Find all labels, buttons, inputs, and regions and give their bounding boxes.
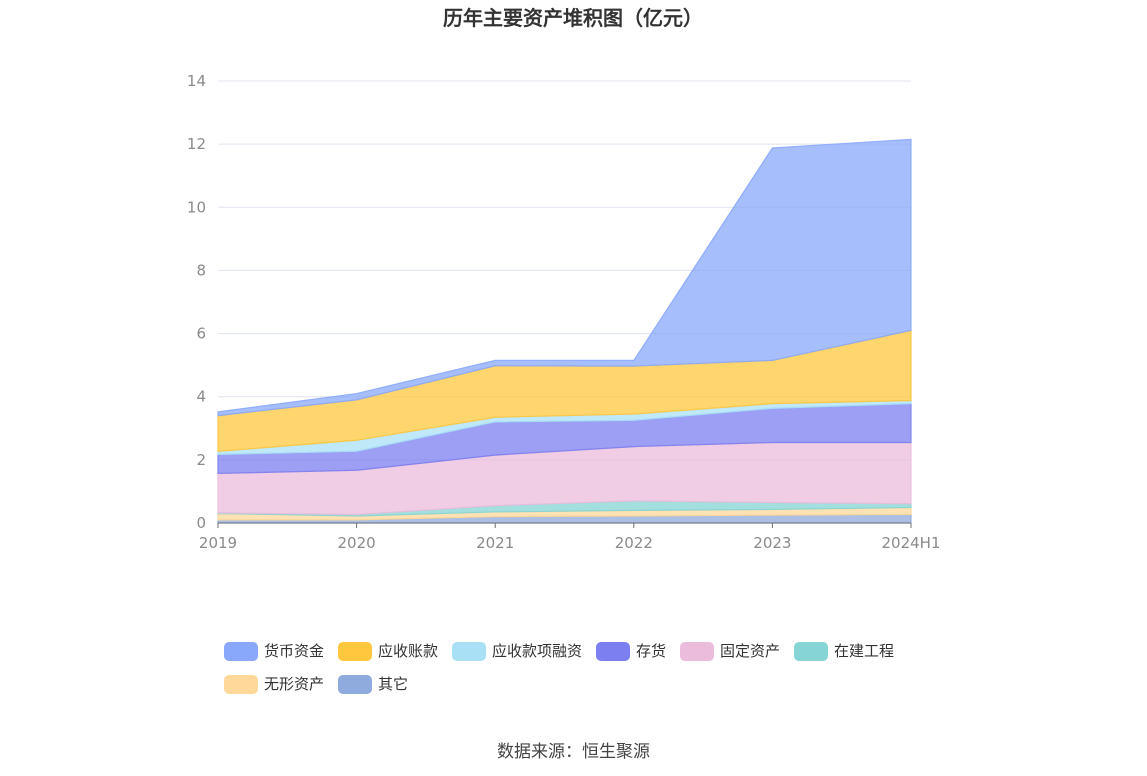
legend-swatch	[338, 642, 373, 661]
legend-swatch	[224, 675, 258, 694]
x-tick-label: 2021	[476, 534, 514, 552]
x-tick-label: 2020	[338, 534, 376, 552]
legend-swatch	[794, 642, 829, 661]
legend-swatch	[596, 642, 631, 661]
legend-swatch	[224, 642, 258, 661]
y-tick-label: 6	[196, 325, 206, 343]
legend-label: 货币资金	[264, 642, 324, 660]
legend-label: 应收账款	[378, 642, 438, 660]
x-tick-label: 2022	[615, 534, 653, 552]
legend-label: 无形资产	[264, 675, 324, 693]
x-tick-label: 2023	[753, 534, 791, 552]
y-tick-label: 14	[187, 72, 206, 90]
y-tick-label: 10	[187, 198, 206, 216]
y-tick-label: 8	[196, 261, 206, 279]
x-tick-label: 2024H1	[882, 534, 941, 552]
x-tick-label: 2019	[199, 534, 237, 552]
legend-label: 其它	[378, 675, 408, 693]
area-series	[217, 138, 912, 524]
area-7	[217, 138, 912, 417]
chart-title: 历年主要资产堆积图（亿元）	[443, 6, 703, 30]
y-tick-label: 0	[196, 514, 206, 532]
y-tick-label: 4	[196, 388, 206, 406]
legend-label: 在建工程	[834, 642, 894, 660]
y-tick-label: 2	[196, 451, 206, 469]
legend-label: 存货	[636, 642, 666, 660]
legend-swatch	[452, 642, 487, 661]
legend-swatch	[338, 675, 373, 694]
y-tick-label: 12	[187, 135, 206, 153]
legend-label: 应收款项融资	[492, 642, 582, 660]
data-source: 数据来源：恒生聚源	[497, 742, 650, 762]
legend-label: 固定资产	[720, 642, 780, 660]
legend-swatch	[680, 642, 715, 661]
axes: 2019 2020 2021 2022 2023 2024H1	[199, 522, 941, 552]
